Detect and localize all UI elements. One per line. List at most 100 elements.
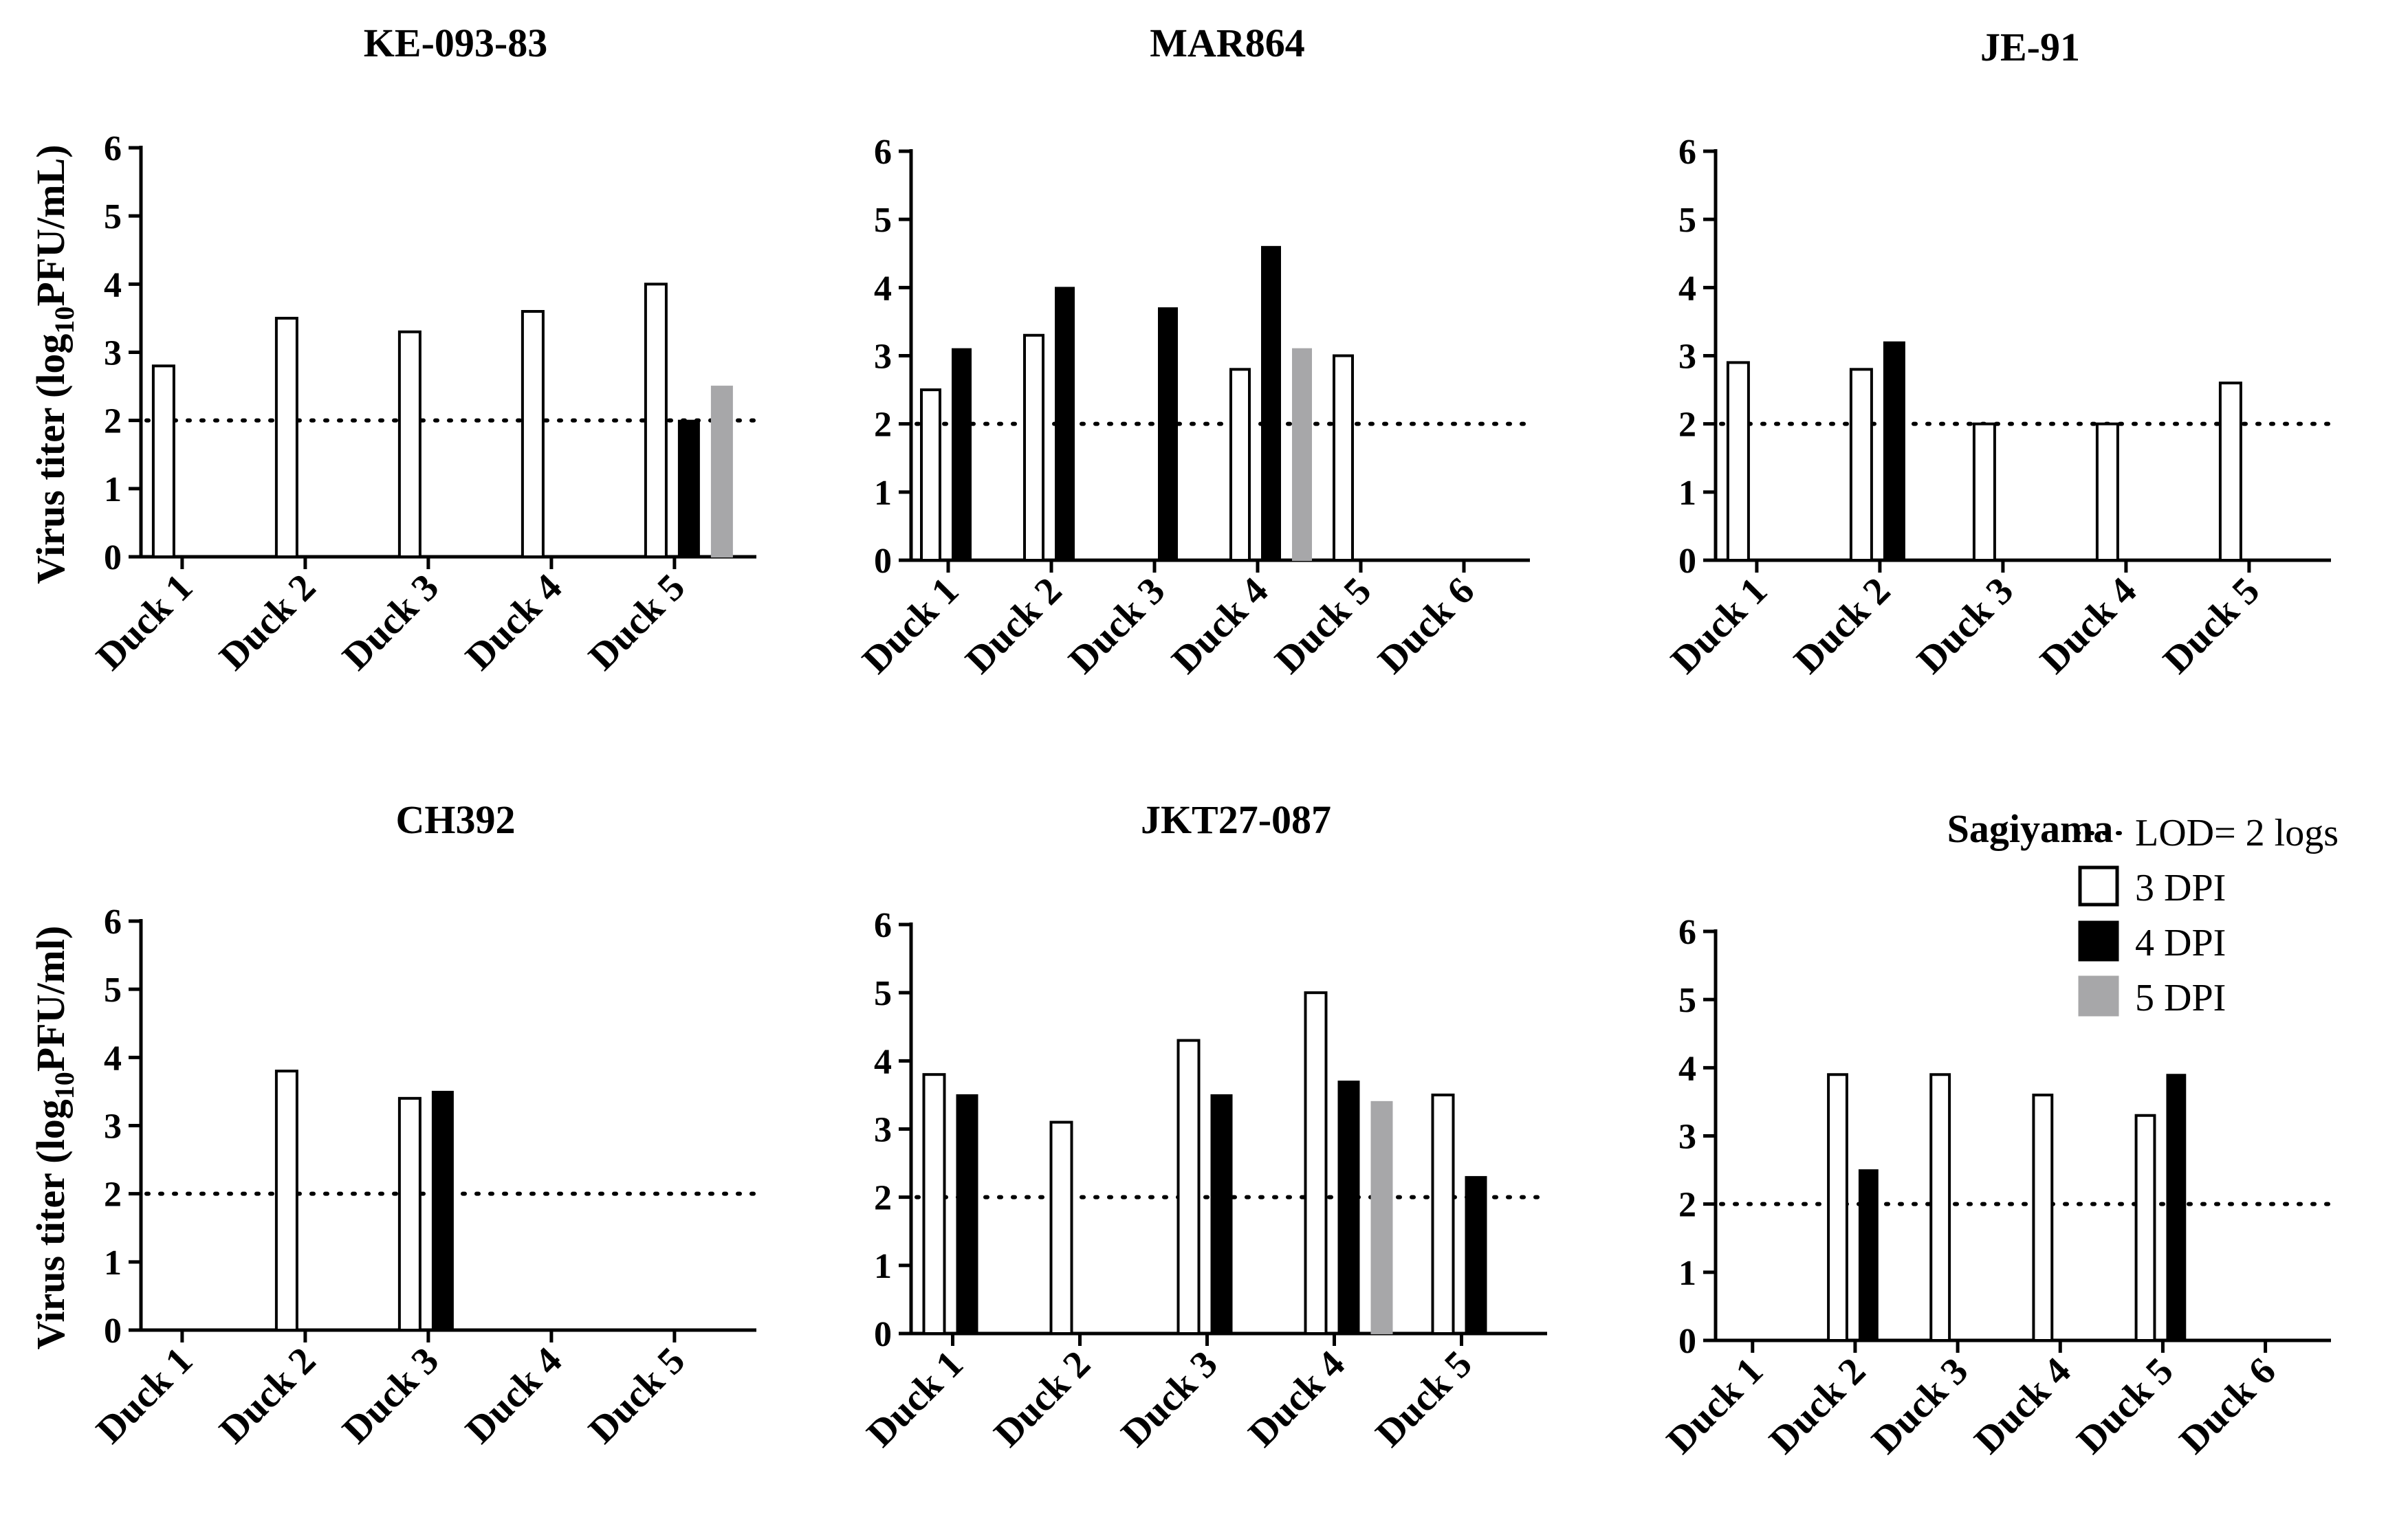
y-axis-label-bottom: Virus titer (log10PFU/ml) (28, 926, 80, 1350)
y-axis-label-top: Virus titer (log10PFU/mL) (28, 144, 80, 584)
y-tick-label: 2 (874, 406, 892, 445)
x-tick-label: Duck 1 (88, 1339, 201, 1452)
y-tick-label: 4 (874, 1042, 892, 1081)
chart-title: JKT27-087 (1141, 797, 1331, 842)
y-tick-label: 3 (104, 334, 122, 373)
x-tick-label: Duck 2 (1761, 1349, 1874, 1462)
y-tick-label: 0 (1678, 1322, 1696, 1361)
y-tick-label: 6 (104, 903, 122, 942)
x-tick-label: Duck 2 (986, 1342, 1099, 1455)
y-tick-label: 1 (874, 1247, 892, 1286)
chart-title: CH392 (396, 797, 516, 842)
bar-duck-5-3dpi (644, 283, 668, 558)
bar-duck-2-3dpi (1049, 1120, 1073, 1336)
legend-swatch-5dpi (2078, 975, 2119, 1017)
y-tick-label: 1 (1678, 474, 1696, 513)
bar-duck-1-3dpi (1726, 361, 1750, 562)
x-tick-label: Duck 2 (957, 569, 1070, 682)
x-tick-label: Duck 4 (2032, 569, 2145, 682)
bar-duck-5-3dpi (2134, 1114, 2156, 1342)
x-tick-label: Duck 3 (1909, 569, 2022, 682)
panel-jkt27-087: JKT27-087 0 1 2 3 4 5 6 Duck 1 Duck 2 Duck 3 Duck 4… (859, 797, 1549, 1455)
x-tick-label: Duck 6 (1370, 569, 1482, 682)
bar-duck-2-3dpi (1827, 1073, 1848, 1342)
y-tick-label: 5 (1678, 201, 1696, 240)
bar-duck-4-3dpi (2095, 422, 2119, 562)
bar-duck-3-3dpi (1929, 1073, 1951, 1342)
y-tick-label: 6 (874, 906, 892, 945)
y-tick-label: 4 (104, 265, 122, 305)
y-tick-label: 1 (874, 474, 892, 513)
x-tick-label: Duck 5 (1368, 1342, 1480, 1455)
bar-duck-5-4dpi (1465, 1175, 1487, 1334)
x-tick-label: Duck 6 (2171, 1349, 2284, 1462)
x-tick-label: Duck 5 (2155, 569, 2268, 682)
x-tick-label: Duck 1 (854, 569, 967, 682)
y-tick-label: 2 (1678, 406, 1696, 445)
x-tick-label: Duck 2 (211, 566, 324, 678)
x-tick-label: Duck 3 (1113, 1342, 1226, 1455)
x-tick-label: Duck 4 (457, 1339, 570, 1452)
y-tick-label: 2 (874, 1179, 892, 1218)
y-tick-label: 1 (104, 1243, 122, 1283)
y-tick-label: 5 (1678, 981, 1696, 1020)
panel-ch392: CH392 0 1 2 3 4 5 6 Duck 1 Duck 2 Duck 3 Duck 4 Duck… (88, 797, 758, 1452)
x-tick-label: Duck 4 (1240, 1342, 1353, 1455)
x-tick-label: Duck 5 (1267, 569, 1379, 682)
x-tick-label: Duck 1 (1659, 1349, 1771, 1462)
bar-duck-4-4dpi (1261, 245, 1281, 561)
bar-duck-4-3dpi (1304, 991, 1328, 1335)
y-tick-label: 0 (104, 538, 122, 577)
legend: LOD= 2 logs 3 DPI 4 DPI 5 DPI (2075, 812, 2339, 1019)
y-tick-label: 3 (1678, 1118, 1696, 1157)
x-tick-label: Duck 5 (580, 566, 693, 678)
y-tick-label: 0 (1678, 542, 1696, 581)
x-tick-label: Duck 1 (859, 1342, 972, 1455)
x-tick-label: Duck 5 (580, 1339, 693, 1452)
chart-title: Sagiyama (1947, 806, 2114, 851)
y-tick-label: 2 (1678, 1186, 1696, 1225)
x-tick-label: Duck 3 (334, 566, 447, 678)
y-tick-label: 1 (1678, 1254, 1696, 1293)
bar-duck-5-4dpi (2166, 1074, 2187, 1341)
x-tick-label: Duck 2 (211, 1339, 324, 1452)
bar-duck-2-3dpi (1849, 368, 1873, 562)
y-tick-label: 4 (1678, 1049, 1696, 1088)
bar-duck-1-4dpi (952, 348, 972, 561)
bar-duck-4-3dpi (521, 310, 545, 558)
y-tick-label: 3 (104, 1107, 122, 1147)
bar-duck-5-5dpi (710, 386, 733, 557)
y-tick-label: 0 (874, 542, 892, 581)
bar-duck-1-3dpi (920, 388, 941, 562)
bar-duck-3-3dpi (397, 1096, 422, 1332)
bar-duck-2-3dpi (274, 316, 298, 558)
y-tick-label: 4 (104, 1039, 122, 1078)
x-tick-label: Duck 5 (2069, 1349, 2182, 1462)
legend-swatch-3dpi (2078, 865, 2119, 907)
x-tick-label: Duck 3 (1864, 1349, 1977, 1462)
y-tick-label: 0 (874, 1315, 892, 1354)
bar-duck-2-4dpi (1055, 287, 1075, 561)
y-tick-label: 5 (874, 201, 892, 240)
legend-label-4dpi: 4 DPI (2135, 922, 2226, 964)
x-tick-label: Duck 4 (1163, 569, 1276, 682)
bar-duck-5-3dpi (2218, 381, 2242, 562)
bar-duck-2-3dpi (1023, 333, 1044, 562)
x-tick-label: Duck 1 (1663, 569, 1775, 682)
y-tick-label: 5 (874, 974, 892, 1013)
legend-lod-label: LOD= 2 logs (2135, 812, 2339, 854)
legend-label-3dpi: 3 DPI (2135, 867, 2226, 909)
bar-duck-3-3dpi (1972, 422, 1996, 562)
y-tick-label: 6 (1678, 913, 1696, 952)
bar-duck-3-4dpi (1158, 307, 1178, 561)
y-tick-label: 5 (104, 197, 122, 236)
legend-swatch-4dpi (2078, 920, 2119, 962)
chart-title: JE-91 (1980, 25, 2080, 69)
bar-duck-1-4dpi (956, 1094, 978, 1334)
y-tick-label: 6 (874, 133, 892, 172)
legend-label-5dpi: 5 DPI (2135, 977, 2226, 1019)
panel-ke-093-83: KE-093-83 0 1 2 3 4 5 6 Duck 1 Duck 2 Duck 3 Duck 4… (88, 21, 758, 678)
bar-duck-3-4dpi (431, 1090, 454, 1331)
bar-duck-4-5dpi (1370, 1101, 1393, 1335)
